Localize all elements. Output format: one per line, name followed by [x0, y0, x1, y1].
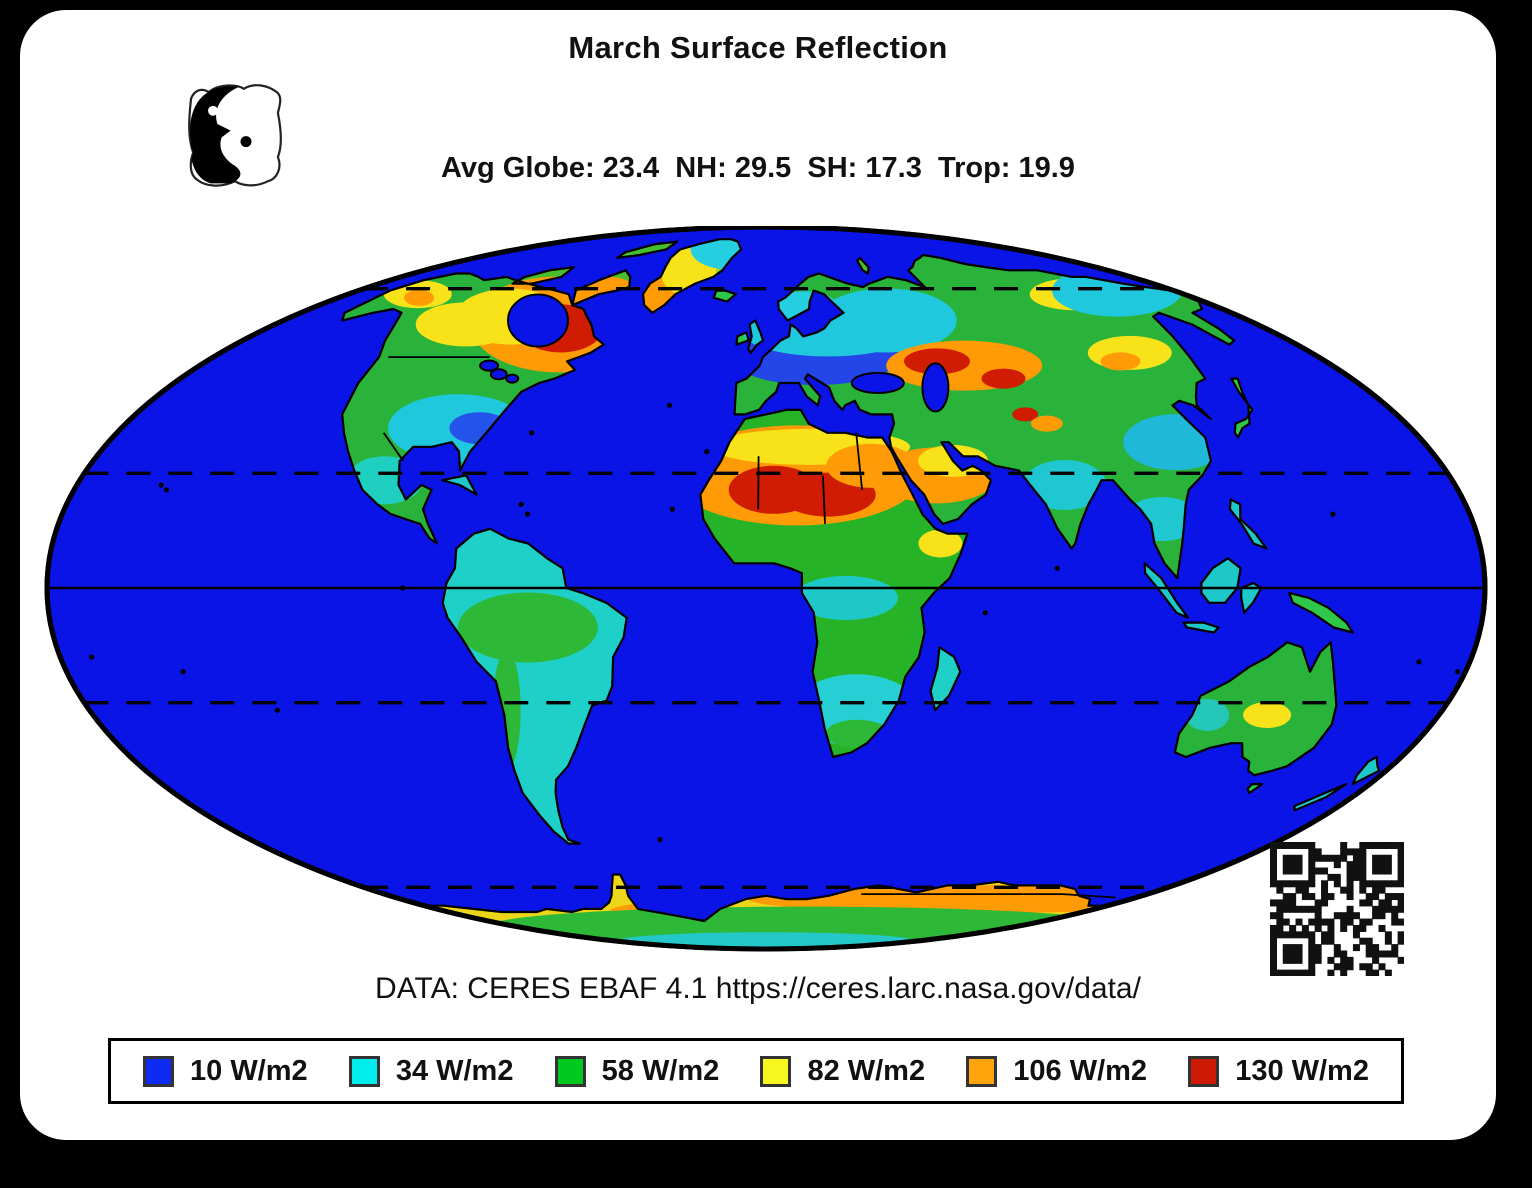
legend-item: 130 W/m2 [1188, 1055, 1369, 1088]
legend-item: 58 W/m2 [554, 1054, 720, 1088]
yin-yang-penguin-logo-icon [188, 84, 282, 187]
figure-title: March Surface Reflection [568, 30, 948, 65]
legend-label: 58 W/m2 [601, 1054, 720, 1087]
data-attribution: DATA: CERES EBAF 4.1 https://ceres.larc.… [375, 972, 1141, 1005]
legend-label: 34 W/m2 [395, 1054, 514, 1087]
stats-line-1: Avg Globe: 23.4 NH: 29.5 SH: 17.3 Trop: … [441, 152, 1075, 184]
figure-card: March Surface Reflection Avg Globe: 23.4… [20, 10, 1496, 1140]
legend-swatch [143, 1055, 174, 1087]
world-map [40, 224, 1492, 962]
legend-label: 106 W/m2 [1013, 1054, 1148, 1087]
legend-swatch [554, 1055, 586, 1087]
legend-swatch [760, 1055, 792, 1087]
logo-black-penguin [190, 86, 241, 184]
legend-swatch [348, 1055, 380, 1087]
logo-white-eye [208, 105, 218, 116]
legend-item: 82 W/m2 [760, 1055, 925, 1088]
legend-label: 130 W/m2 [1235, 1054, 1369, 1087]
legend-label: 82 W/m2 [807, 1054, 926, 1087]
legend-swatch [1188, 1055, 1220, 1087]
legend-swatch [966, 1055, 998, 1087]
legend-item: 34 W/m2 [348, 1054, 514, 1088]
qr-code-icon [1270, 842, 1404, 976]
mollweide-map-svg [44, 224, 1488, 952]
color-scale-legend: 10 W/m2 34 W/m2 58 W/m2 82 W/m2 106 W/m2 130 … [108, 1038, 1404, 1104]
legend-label: 10 W/m2 [190, 1054, 308, 1087]
logo-black-eye [240, 136, 252, 148]
legend-item: 10 W/m2 [143, 1055, 308, 1088]
legend-item: 106 W/m2 [966, 1055, 1147, 1088]
